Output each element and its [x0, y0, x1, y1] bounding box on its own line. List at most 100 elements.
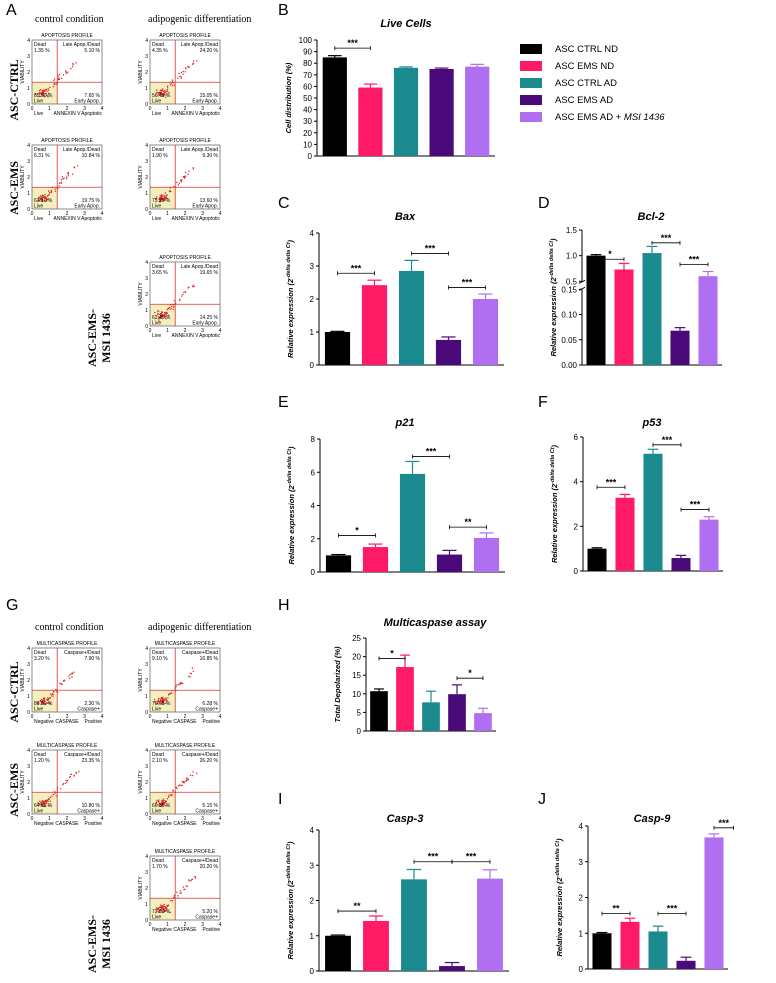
- quadrant-dead-value: 6.31 %: [34, 153, 50, 159]
- event-dot: [159, 194, 161, 197]
- quadrant-early-label: Early Apop.: [192, 99, 218, 105]
- event-dot: [188, 170, 190, 172]
- significance-label: **: [612, 904, 620, 914]
- quadrant-early-label: Caspase+: [195, 809, 218, 815]
- event-dot: [192, 284, 195, 286]
- quadrant-early-label: Caspase+: [77, 707, 100, 713]
- event-dot: [157, 316, 160, 318]
- event-dot: [189, 672, 191, 675]
- x-tick-label: 1: [48, 106, 51, 112]
- event-dot: [48, 190, 50, 192]
- event-dot: [163, 910, 165, 912]
- event-dot: [69, 775, 71, 778]
- event-dot: [165, 805, 167, 807]
- quadrant-live-label: Live: [152, 915, 161, 921]
- y-tick-label: 4: [27, 143, 30, 149]
- y-tick-label: 3: [145, 870, 148, 876]
- chart-i-casp3: Casp-3 0 1 2 3 4 Relative expression (2-delta …: [286, 813, 509, 976]
- event-dot: [184, 71, 186, 73]
- header-adipogenic-g: adipogenic differentiation: [148, 622, 251, 633]
- event-dot: [158, 910, 160, 912]
- row-label-msi-g-2: MSI 1436: [99, 919, 113, 969]
- row-label-ems-g: ASC-EMS: [7, 763, 21, 817]
- event-dot: [43, 89, 45, 91]
- quadrant-live-label: Live: [34, 707, 43, 713]
- x-axis-left-label: Live: [152, 216, 161, 222]
- significance-label: ***: [667, 904, 678, 914]
- event-dot: [167, 308, 170, 310]
- event-dot: [42, 195, 44, 197]
- event-dot: [192, 670, 195, 672]
- event-dot: [188, 286, 190, 288]
- row-label-ctrl-a: ASC-CTRL: [7, 59, 21, 120]
- event-dot: [37, 802, 39, 804]
- event-dot: [160, 91, 162, 94]
- x-tick-label: 0: [149, 816, 152, 822]
- event-dot: [45, 801, 48, 803]
- x-tick-label: 2: [184, 328, 187, 334]
- bar-4: [429, 69, 454, 156]
- x-tick-label: 3: [83, 106, 86, 112]
- flow-plot-frame: [31, 749, 103, 815]
- quadrant-early-value: 19.75 %: [82, 198, 101, 204]
- event-dot: [163, 803, 165, 806]
- quadrant-live-label: Live: [34, 204, 43, 210]
- event-dot: [43, 803, 45, 805]
- event-dot: [171, 79, 174, 81]
- quadrant-late-label: Caspase+/Dead: [182, 858, 218, 864]
- event-dot: [162, 700, 165, 703]
- quadrant-live-value: 63.10 %: [34, 198, 53, 204]
- event-dot: [60, 77, 63, 80]
- event-dot: [54, 188, 56, 190]
- chart-e-p21: p21 0 2 4 6 8 Relative expression (2-delta del…: [287, 417, 505, 577]
- event-dot: [161, 703, 163, 705]
- legend-swatch: [520, 61, 542, 71]
- event-dot: [164, 312, 167, 315]
- y-tick-label: 3: [145, 764, 148, 770]
- event-dot: [49, 800, 52, 802]
- event-dot: [160, 95, 162, 97]
- quadrant-early-label: Early Apop.: [192, 321, 218, 327]
- y-axis-label: Total Depolarized (%): [333, 646, 342, 722]
- event-dot: [46, 95, 49, 97]
- event-dot: [161, 198, 164, 201]
- event-dot: [38, 93, 41, 95]
- flow-plot-frame: [149, 647, 221, 713]
- quadrant-live-value: 72.90 %: [152, 909, 171, 915]
- event-dot: [48, 193, 50, 195]
- quadrant-dead-value: 2.10 %: [152, 758, 168, 764]
- bar-2: [615, 497, 635, 571]
- event-dot: [167, 697, 169, 699]
- event-dot: [38, 199, 41, 202]
- y-tick-label: 1: [145, 694, 148, 700]
- event-dot: [193, 285, 195, 288]
- event-dot: [179, 890, 182, 892]
- event-dot: [163, 314, 166, 317]
- bar-4: [676, 960, 696, 969]
- bar-2: [614, 269, 634, 365]
- x-tick-label: 1: [166, 922, 169, 928]
- bar-5: [465, 66, 490, 156]
- event-dot: [37, 199, 39, 202]
- quadrant-early-value: 15.05 %: [200, 93, 219, 99]
- event-dot: [59, 682, 61, 684]
- event-dot: [45, 92, 47, 95]
- event-dot: [48, 798, 50, 800]
- event-dots: [155, 876, 197, 914]
- event-dot: [68, 675, 70, 677]
- event-dot: [45, 200, 48, 202]
- event-dot: [190, 880, 192, 882]
- x-tick-label: 3: [201, 714, 204, 720]
- event-dot: [46, 198, 48, 201]
- x-axis-label: CASPASE: [173, 821, 197, 827]
- event-dot: [192, 63, 194, 66]
- event-dot: [169, 793, 171, 796]
- legend-swatch: [520, 112, 542, 122]
- event-dot: [153, 699, 156, 701]
- y-tick-label: 2: [579, 894, 584, 903]
- y-axis-label: VIABILITY: [20, 60, 26, 84]
- event-dot: [46, 699, 48, 701]
- event-dot: [44, 800, 47, 802]
- y-tick-label: 3: [27, 159, 30, 165]
- chart-title: Live Cells: [380, 18, 431, 30]
